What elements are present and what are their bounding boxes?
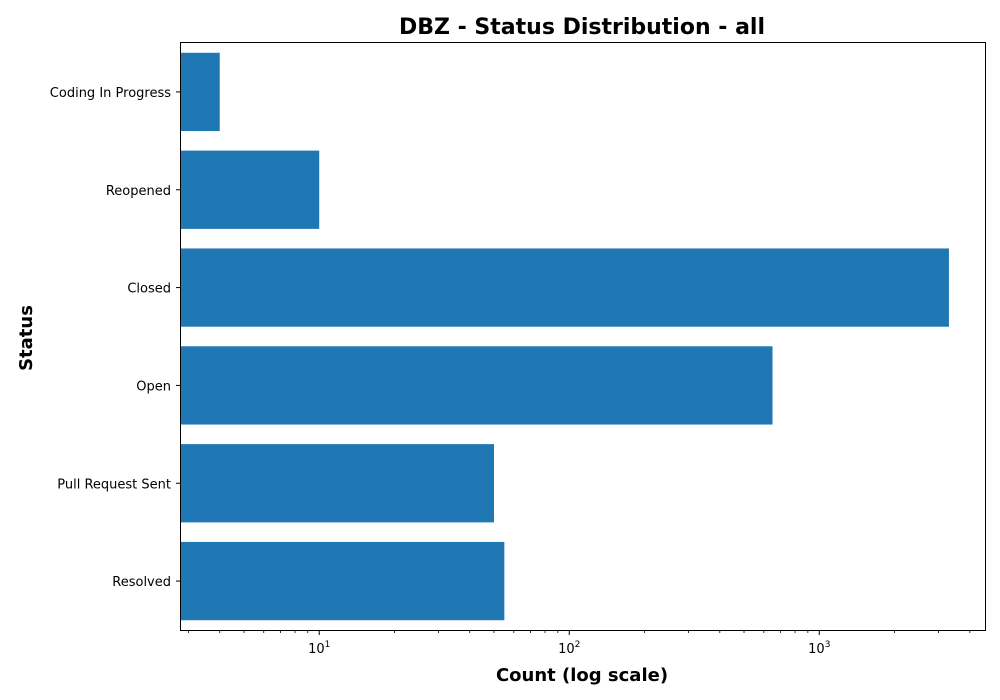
y-tick-label: Coding In Progress [50, 86, 171, 101]
bar-resolved [181, 541, 505, 621]
bar-reopened [181, 150, 320, 229]
y-tick-label: Pull Request Sent [57, 477, 171, 492]
y-tick-label: Closed [127, 282, 171, 297]
y-tick-label: Reopened [106, 184, 171, 199]
bars-group [181, 52, 949, 621]
plot-frame [180, 42, 986, 631]
y-axis: Coding In Progress Reopened Closed Open Pull… [50, 86, 181, 590]
bar-pull-request-sent [181, 444, 494, 523]
bar-closed [181, 248, 949, 327]
x-axis-label: Count (log scale) [496, 665, 668, 686]
chart-title: DBZ - Status Distribution - all [399, 15, 765, 40]
bar-coding-in-progress [181, 52, 220, 132]
bar-open [181, 346, 773, 425]
x-tick-label: 103 [808, 640, 830, 657]
x-axis: 101 102 103 [188, 630, 971, 657]
y-tick-label: Open [136, 379, 171, 394]
y-axis-label: Status [16, 305, 37, 371]
x-tick-label: 101 [308, 640, 330, 657]
x-tick-label: 102 [558, 640, 580, 657]
y-tick-label: Resolved [112, 575, 171, 590]
